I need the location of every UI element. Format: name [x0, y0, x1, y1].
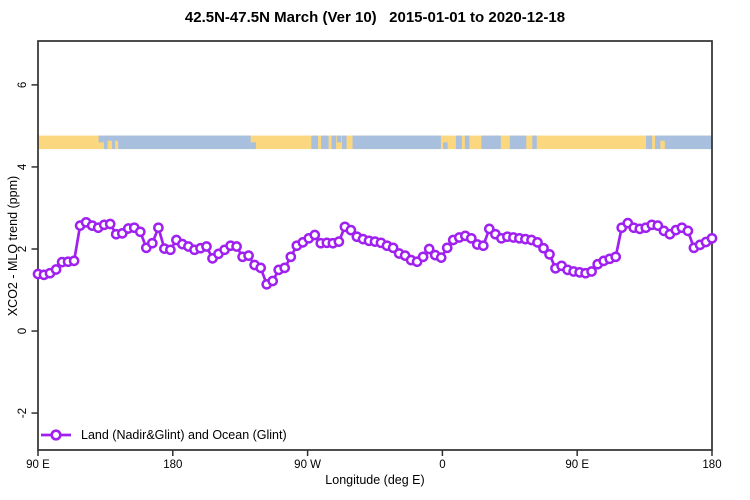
island-patch	[660, 140, 665, 150]
y-tick-label: 2	[17, 246, 29, 252]
data-point	[706, 232, 718, 244]
data-point	[279, 262, 291, 274]
data-point	[165, 244, 176, 256]
ocean-segment	[311, 135, 319, 150]
data-point	[423, 243, 435, 255]
ocean-segment	[464, 135, 470, 150]
x-tick-label: 0	[439, 459, 445, 471]
data-point	[285, 251, 297, 263]
data-point	[134, 226, 146, 238]
x-axis-title: Longitude (deg E)	[325, 473, 425, 487]
ocean-segment	[321, 135, 329, 150]
x-tick-label: 180	[163, 459, 182, 471]
data-point	[153, 222, 164, 234]
coast-patch	[336, 135, 342, 143]
x-tick-label: 180	[702, 459, 721, 471]
data-point	[610, 251, 622, 263]
ocean-segment	[509, 135, 527, 150]
island-patch	[107, 140, 113, 150]
data-point	[544, 248, 555, 260]
data-point	[255, 262, 267, 274]
data-point	[435, 252, 447, 263]
x-tick-label: 90 E	[565, 459, 589, 471]
data-point	[345, 224, 357, 236]
legend-label: Land (Nadir&Glint) and Ocean (Glint)	[81, 428, 287, 442]
data-point	[477, 240, 489, 252]
coast-patch	[443, 142, 448, 150]
island-patch	[115, 140, 119, 150]
data-point	[441, 242, 453, 254]
ocean-segment	[481, 135, 501, 150]
axis-ticks: 90 E 180 90 W 0 90 E 180 -2 0 2 4 6	[17, 82, 722, 471]
ocean-segment	[655, 135, 712, 150]
data-point	[387, 242, 399, 254]
ocean-segment	[646, 135, 653, 150]
data-series	[32, 216, 718, 290]
plot-border	[37, 40, 713, 451]
ocean-segment	[455, 135, 462, 150]
ocean-segment	[103, 135, 251, 150]
ocean-segment	[532, 135, 537, 150]
legend-line-marker-icon	[41, 429, 71, 441]
x-tick-label: 90 E	[26, 459, 50, 471]
data-point	[682, 225, 694, 237]
data-point	[201, 241, 212, 252]
data-point	[538, 242, 549, 254]
y-tick-label: 0	[17, 328, 29, 334]
y-tick-label: -2	[17, 408, 29, 418]
y-tick-label: 6	[17, 82, 29, 88]
x-tick-label: 90 W	[294, 459, 321, 471]
data-point	[532, 237, 543, 248]
data-point	[231, 241, 242, 252]
data-point	[243, 250, 254, 261]
coast-patch	[250, 142, 256, 150]
y-tick-label: 4	[17, 163, 29, 170]
y-axis-title: XCO2 - MLO trend (ppm)	[6, 175, 20, 317]
chart-title: 42.5N-47.5N March (Ver 10) 2015-01-01 to…	[184, 9, 566, 26]
data-point	[68, 255, 80, 267]
data-point	[465, 232, 477, 244]
data-point	[146, 237, 158, 249]
legend: Land (Nadir&Glint) and Ocean (Glint)	[40, 428, 287, 442]
data-point	[309, 229, 321, 241]
data-point	[267, 275, 279, 287]
data-point	[333, 236, 345, 247]
map-strip	[38, 135, 712, 150]
ocean-segment	[352, 135, 441, 150]
data-point	[586, 266, 597, 277]
data-point	[50, 264, 62, 275]
ocean-segment	[342, 135, 347, 150]
ocean-segment	[331, 135, 337, 150]
data-point	[104, 218, 116, 230]
coast-patch	[98, 135, 104, 143]
data-point	[417, 251, 429, 263]
